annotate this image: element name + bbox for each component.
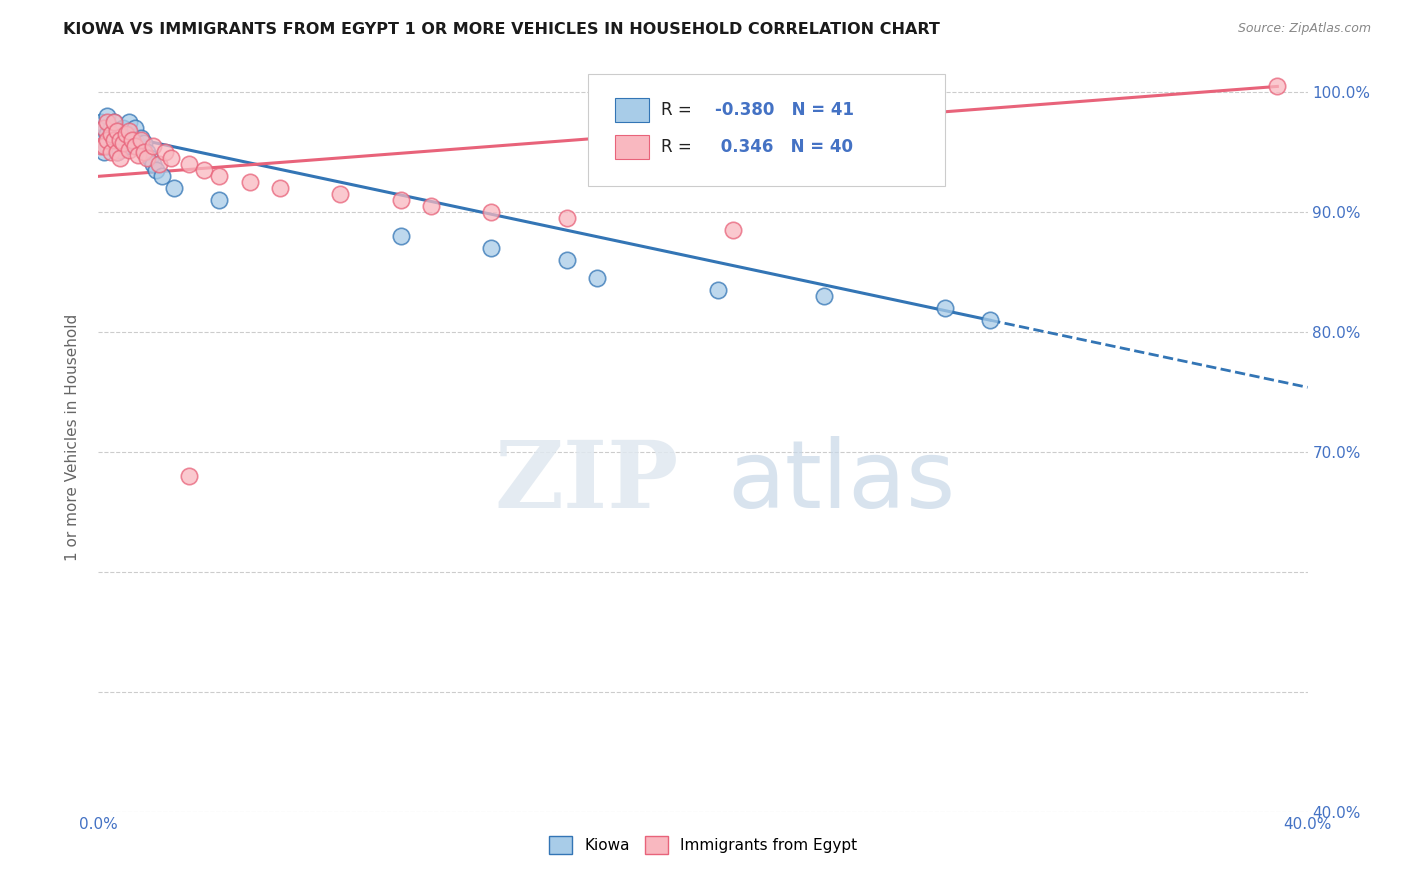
Point: [96, 109, 118, 123]
Point: [208, 169, 231, 184]
Point: [118, 128, 141, 142]
Text: -0.380   N = 41: -0.380 N = 41: [716, 101, 853, 119]
Point: [124, 139, 146, 153]
Point: [93, 139, 115, 153]
Point: [114, 128, 136, 142]
Point: [163, 181, 186, 195]
Point: [329, 187, 352, 202]
Point: [269, 181, 291, 195]
Point: [723, 223, 745, 237]
Text: KIOWA VS IMMIGRANTS FROM EGYPT 1 OR MORE VEHICLES IN HOUSEHOLD CORRELATION CHART: KIOWA VS IMMIGRANTS FROM EGYPT 1 OR MORE…: [63, 22, 941, 37]
Point: [139, 152, 162, 166]
Point: [100, 145, 122, 160]
Point: [111, 133, 134, 147]
Point: [555, 211, 578, 226]
Point: [135, 152, 157, 166]
Point: [103, 133, 125, 147]
Point: [420, 199, 443, 213]
Point: [111, 136, 134, 150]
Point: [586, 271, 609, 285]
Point: [142, 139, 165, 153]
Legend: Kiowa, Immigrants from Egypt: Kiowa, Immigrants from Egypt: [543, 830, 863, 860]
Point: [481, 241, 503, 255]
Y-axis label: 1 or more Vehicles in Household: 1 or more Vehicles in Household: [65, 313, 80, 561]
Bar: [614, 135, 648, 159]
Point: [105, 124, 128, 138]
Text: ZIP: ZIP: [495, 437, 679, 527]
Point: [208, 194, 231, 208]
FancyBboxPatch shape: [588, 74, 945, 186]
Point: [105, 145, 128, 160]
Point: [129, 133, 152, 147]
Text: Source: ZipAtlas.com: Source: ZipAtlas.com: [1237, 22, 1371, 36]
Point: [93, 121, 115, 136]
Point: [124, 133, 146, 147]
Point: [239, 175, 262, 189]
Point: [132, 136, 155, 150]
Point: [108, 128, 131, 142]
Point: [121, 136, 143, 150]
Point: [127, 139, 149, 153]
Point: [193, 163, 215, 178]
Point: [153, 145, 176, 160]
Point: [96, 133, 118, 147]
Point: [103, 115, 125, 129]
Point: [103, 139, 125, 153]
Point: [979, 313, 1001, 327]
Point: [105, 124, 128, 138]
Point: [118, 124, 141, 138]
Point: [96, 128, 118, 142]
Point: [108, 133, 131, 147]
Point: [132, 145, 155, 160]
Point: [389, 194, 412, 208]
Point: [135, 145, 157, 160]
Point: [96, 139, 118, 153]
Point: [100, 133, 122, 147]
Point: [121, 133, 143, 147]
Point: [96, 115, 118, 129]
Point: [114, 139, 136, 153]
Point: [90, 133, 112, 147]
Point: [90, 139, 112, 153]
Point: [108, 152, 131, 166]
Point: [179, 469, 201, 483]
Point: [129, 131, 152, 145]
Point: [93, 121, 115, 136]
Point: [142, 157, 165, 171]
Point: [389, 229, 412, 244]
Point: [813, 289, 835, 303]
Text: 0.346   N = 40: 0.346 N = 40: [716, 138, 853, 156]
Point: [707, 283, 730, 297]
Text: atlas: atlas: [727, 436, 956, 528]
Point: [1267, 79, 1289, 94]
Point: [100, 128, 122, 142]
Point: [100, 121, 122, 136]
Point: [150, 169, 173, 184]
Point: [118, 115, 141, 129]
Point: [481, 205, 503, 219]
Point: [90, 115, 112, 129]
Point: [160, 152, 183, 166]
Point: [105, 145, 128, 160]
Point: [148, 157, 170, 171]
Text: R =: R =: [661, 101, 697, 119]
Point: [103, 115, 125, 129]
Point: [111, 121, 134, 136]
Text: R =: R =: [661, 138, 702, 156]
Point: [934, 301, 956, 316]
Point: [145, 163, 167, 178]
Point: [127, 147, 149, 161]
Bar: [614, 97, 648, 121]
Point: [555, 253, 578, 268]
Point: [118, 143, 141, 157]
Point: [179, 157, 201, 171]
Point: [124, 121, 146, 136]
Point: [93, 145, 115, 160]
Point: [108, 143, 131, 157]
